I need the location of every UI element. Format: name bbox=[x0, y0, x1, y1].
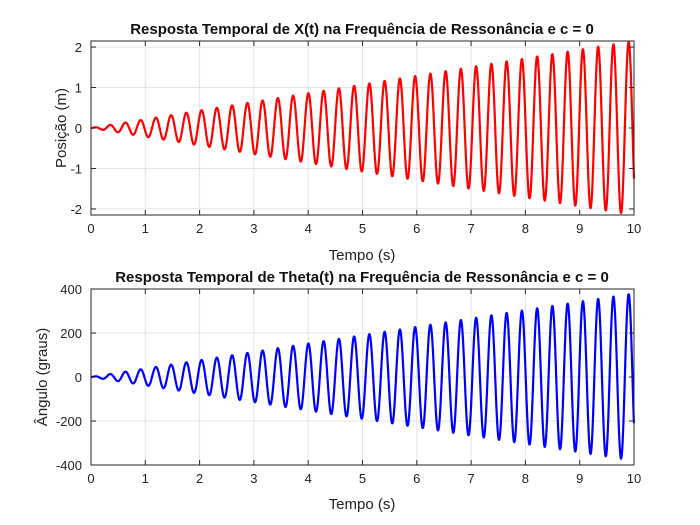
x-tick-label: 6 bbox=[413, 471, 420, 486]
tick-labels-position: 0 1 2 3 4 5 6 7 8 9 10 -2 -1 0 1 2 bbox=[70, 40, 641, 236]
x-tick-label: 8 bbox=[522, 221, 529, 236]
x-tick-label: 1 bbox=[142, 221, 149, 236]
x-tick-label: 10 bbox=[627, 221, 641, 236]
y-tick-label: -400 bbox=[56, 458, 82, 473]
series-line-position bbox=[90, 40, 636, 214]
x-tick-label: 3 bbox=[250, 471, 257, 486]
y-tick-label: -2 bbox=[70, 202, 82, 217]
x-axis-label-position: Tempo (s) bbox=[329, 247, 396, 264]
x-tick-label: 0 bbox=[87, 221, 94, 236]
x-tick-label: 2 bbox=[196, 221, 203, 236]
y-tick-label: 400 bbox=[60, 282, 82, 297]
x-tick-label: 2 bbox=[196, 471, 203, 486]
y-tick-label: 0 bbox=[75, 121, 82, 136]
x-tick-label: 5 bbox=[359, 221, 366, 236]
y-axis-label-angle: Ângulo (graus) bbox=[34, 328, 51, 426]
x-tick-label: 1 bbox=[142, 471, 149, 486]
x-tick-label: 9 bbox=[576, 221, 583, 236]
y-tick-label: 200 bbox=[60, 326, 82, 341]
y-tick-label: -1 bbox=[70, 161, 82, 176]
x-tick-label: 5 bbox=[359, 471, 366, 486]
x-tick-label: 7 bbox=[467, 471, 474, 486]
y-tick-label: 1 bbox=[75, 81, 82, 96]
chart-title-position: Resposta Temporal de X(t) na Frequência … bbox=[130, 21, 594, 38]
x-tick-label: 10 bbox=[627, 471, 641, 486]
x-tick-label: 4 bbox=[305, 221, 312, 236]
y-tick-label: 0 bbox=[75, 370, 82, 385]
subplot-position: Resposta Temporal de X(t) na Frequência … bbox=[53, 21, 641, 264]
y-tick-label: -200 bbox=[56, 414, 82, 429]
chart-title-angle: Resposta Temporal de Theta(t) na Frequên… bbox=[115, 269, 609, 286]
x-tick-label: 3 bbox=[250, 221, 257, 236]
x-tick-label: 8 bbox=[522, 471, 529, 486]
tick-labels-angle: 0 1 2 3 4 5 6 7 8 9 10 -400 -200 0 200 400 bbox=[56, 282, 641, 486]
y-tick-label: 2 bbox=[75, 40, 82, 55]
series-line-angle bbox=[90, 293, 636, 460]
x-tick-label: 9 bbox=[576, 471, 583, 486]
x-tick-label: 7 bbox=[467, 221, 474, 236]
y-axis-label-position: Posição (m) bbox=[53, 88, 70, 168]
x-tick-label: 4 bbox=[305, 471, 312, 486]
x-tick-label: 6 bbox=[413, 221, 420, 236]
x-axis-label-angle: Tempo (s) bbox=[329, 496, 396, 513]
subplot-angle: Resposta Temporal de Theta(t) na Frequên… bbox=[34, 269, 641, 513]
x-tick-label: 0 bbox=[87, 471, 94, 486]
